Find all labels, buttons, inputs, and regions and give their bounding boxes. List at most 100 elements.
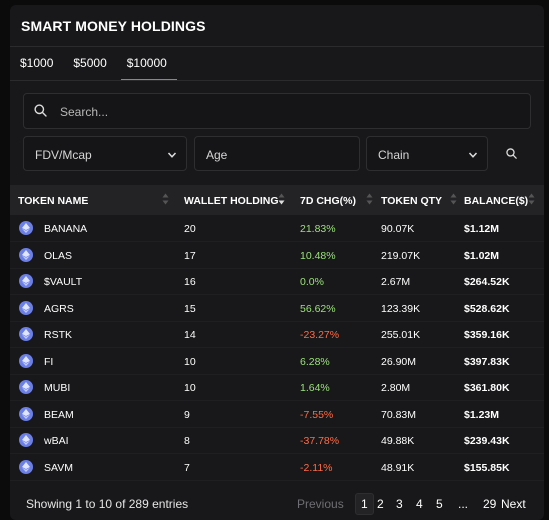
pagination-ellipsis: ... — [458, 497, 469, 511]
token-name[interactable]: $VAULT — [44, 276, 83, 288]
token-qty: 123.39K — [381, 302, 421, 315]
table-row[interactable]: BEAM 9 -7.55% 70.83M $1.23M — [10, 401, 544, 428]
change-7d: 21.83% — [300, 223, 336, 235]
page-4-button[interactable]: 4 — [416, 497, 423, 511]
ethereum-icon — [19, 380, 33, 394]
wallet-holding: 8 — [184, 435, 190, 447]
page-1-button[interactable]: 1 — [355, 493, 374, 515]
page-3-button[interactable]: 3 — [396, 497, 403, 511]
sort-icon[interactable] — [450, 193, 457, 208]
change-7d: 56.62% — [300, 302, 336, 315]
token-name[interactable]: RSTK — [44, 329, 73, 341]
change-7d: 1.64% — [300, 382, 330, 394]
page-5-button[interactable]: 5 — [436, 497, 443, 511]
column-token-qty[interactable]: TOKEN QTY — [381, 195, 443, 207]
balance: $264.52K — [464, 276, 510, 288]
ethereum-icon — [19, 221, 33, 235]
token-qty: 70.83M — [381, 408, 417, 421]
token-name[interactable]: BANANA — [44, 223, 88, 235]
chain-value: Chain — [378, 148, 410, 162]
wallet-holding: 14 — [184, 329, 196, 341]
wallet-holding: 16 — [184, 276, 196, 288]
tab-10000[interactable]: $10000 — [120, 56, 177, 81]
page-29-button[interactable]: 29 — [483, 497, 497, 511]
previous-button[interactable]: Previous — [297, 497, 344, 511]
balance: $239.43K — [464, 435, 510, 447]
ethereum-icon — [19, 433, 33, 447]
token-qty: 26.90M — [381, 355, 417, 368]
token-name[interactable]: SAVM — [44, 461, 73, 474]
token-qty: 219.07K — [381, 249, 421, 262]
age-placeholder: Age — [206, 148, 228, 162]
token-name[interactable]: FI — [44, 355, 54, 368]
table-row[interactable]: RSTK 14 -23.27% 255.01K $359.16K — [10, 321, 544, 348]
tab-5000[interactable]: $5000 — [73, 56, 107, 70]
wallet-holding: 7 — [184, 461, 190, 474]
table-row[interactable]: OLAS 17 10.48% 219.07K $1.02M — [10, 242, 544, 269]
token-name[interactable]: OLAS — [44, 249, 73, 262]
token-name[interactable]: wBAI — [44, 435, 69, 447]
token-qty: 49.88K — [381, 435, 415, 447]
wallet-holding: 20 — [184, 223, 196, 235]
balance: $359.16K — [464, 329, 510, 341]
entries-info: Showing 1 to 10 of 289 entries — [26, 497, 189, 511]
header-divider — [10, 46, 544, 47]
table-header: TOKEN NAME WALLET HOLDING 7D CHG(%) TOKE… — [10, 185, 544, 215]
wallet-holding: 10 — [184, 355, 196, 368]
ethereum-icon — [19, 247, 33, 262]
search-box — [23, 93, 531, 129]
table-row[interactable]: MUBI 10 1.64% 2.80M $361.80K — [10, 374, 544, 401]
search-input[interactable] — [58, 102, 522, 122]
next-button[interactable]: Next — [501, 497, 526, 511]
sort-icon[interactable] — [528, 193, 535, 208]
balance: $528.62K — [464, 302, 510, 315]
table-row[interactable]: AGRS 15 56.62% 123.39K $528.62K — [10, 295, 544, 322]
wallet-holding: 10 — [184, 382, 196, 394]
balance: $1.02M — [464, 249, 500, 262]
wallet-holding: 15 — [184, 302, 196, 315]
sort-icon[interactable] — [162, 193, 169, 208]
tab-1000[interactable]: $1000 — [20, 56, 54, 70]
ethereum-icon — [19, 274, 33, 288]
column-token-name[interactable]: TOKEN NAME — [18, 195, 89, 207]
table-row[interactable]: BANANA 20 21.83% 90.07K $1.12M — [10, 215, 544, 242]
table-row[interactable]: wBAI 8 -37.78% 49.88K $239.43K — [10, 427, 544, 454]
search-icon[interactable] — [506, 146, 517, 164]
page-2-button[interactable]: 2 — [377, 497, 384, 511]
table-row[interactable]: SAVM 7 -2.11% 48.91K $155.85K — [10, 454, 544, 481]
search-icon — [34, 104, 47, 122]
amount-tabs: $1000 $5000 $10000 — [20, 56, 187, 84]
chevron-down-icon — [167, 149, 177, 163]
token-qty: 2.67M — [381, 276, 411, 288]
balance: $1.23M — [464, 408, 500, 421]
change-7d: 10.48% — [300, 249, 336, 262]
fdv-mcap-value: FDV/Mcap — [35, 148, 92, 162]
token-name[interactable]: MUBI — [44, 382, 71, 394]
table-row[interactable]: FI 10 6.28% 26.90M $397.83K — [10, 348, 544, 375]
column-wallet-holding[interactable]: WALLET HOLDING — [184, 195, 279, 207]
sort-icon[interactable] — [278, 193, 285, 208]
change-7d: -37.78% — [300, 435, 340, 447]
ethereum-icon — [19, 300, 33, 315]
change-7d: 6.28% — [300, 355, 330, 368]
chevron-down-icon — [468, 149, 478, 163]
ethereum-icon — [19, 459, 33, 474]
column-7d-change[interactable]: 7D CHG(%) — [300, 195, 357, 207]
change-7d: -23.27% — [300, 329, 340, 341]
table-footer: Showing 1 to 10 of 289 entries Previous … — [10, 490, 544, 520]
sort-icon[interactable] — [366, 193, 373, 208]
ethereum-icon — [19, 353, 33, 368]
balance: $155.85K — [464, 461, 510, 474]
chain-select[interactable]: Chain — [366, 136, 488, 171]
panel-title: SMART MONEY HOLDINGS — [21, 18, 206, 34]
token-qty: 90.07K — [381, 223, 415, 235]
column-balance[interactable]: BALANCE($) — [464, 195, 529, 207]
age-input[interactable]: Age — [194, 136, 360, 171]
table-row[interactable]: $VAULT 16 0.0% 2.67M $264.52K — [10, 268, 544, 295]
token-name[interactable]: BEAM — [44, 408, 74, 421]
token-name[interactable]: AGRS — [44, 302, 74, 315]
wallet-holding: 17 — [184, 249, 196, 262]
fdv-mcap-select[interactable]: FDV/Mcap — [23, 136, 187, 171]
change-7d: -2.11% — [300, 461, 333, 474]
change-7d: 0.0% — [300, 276, 324, 288]
